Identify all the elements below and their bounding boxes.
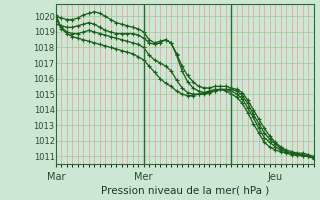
X-axis label: Pression niveau de la mer( hPa ): Pression niveau de la mer( hPa ) xyxy=(101,186,269,196)
